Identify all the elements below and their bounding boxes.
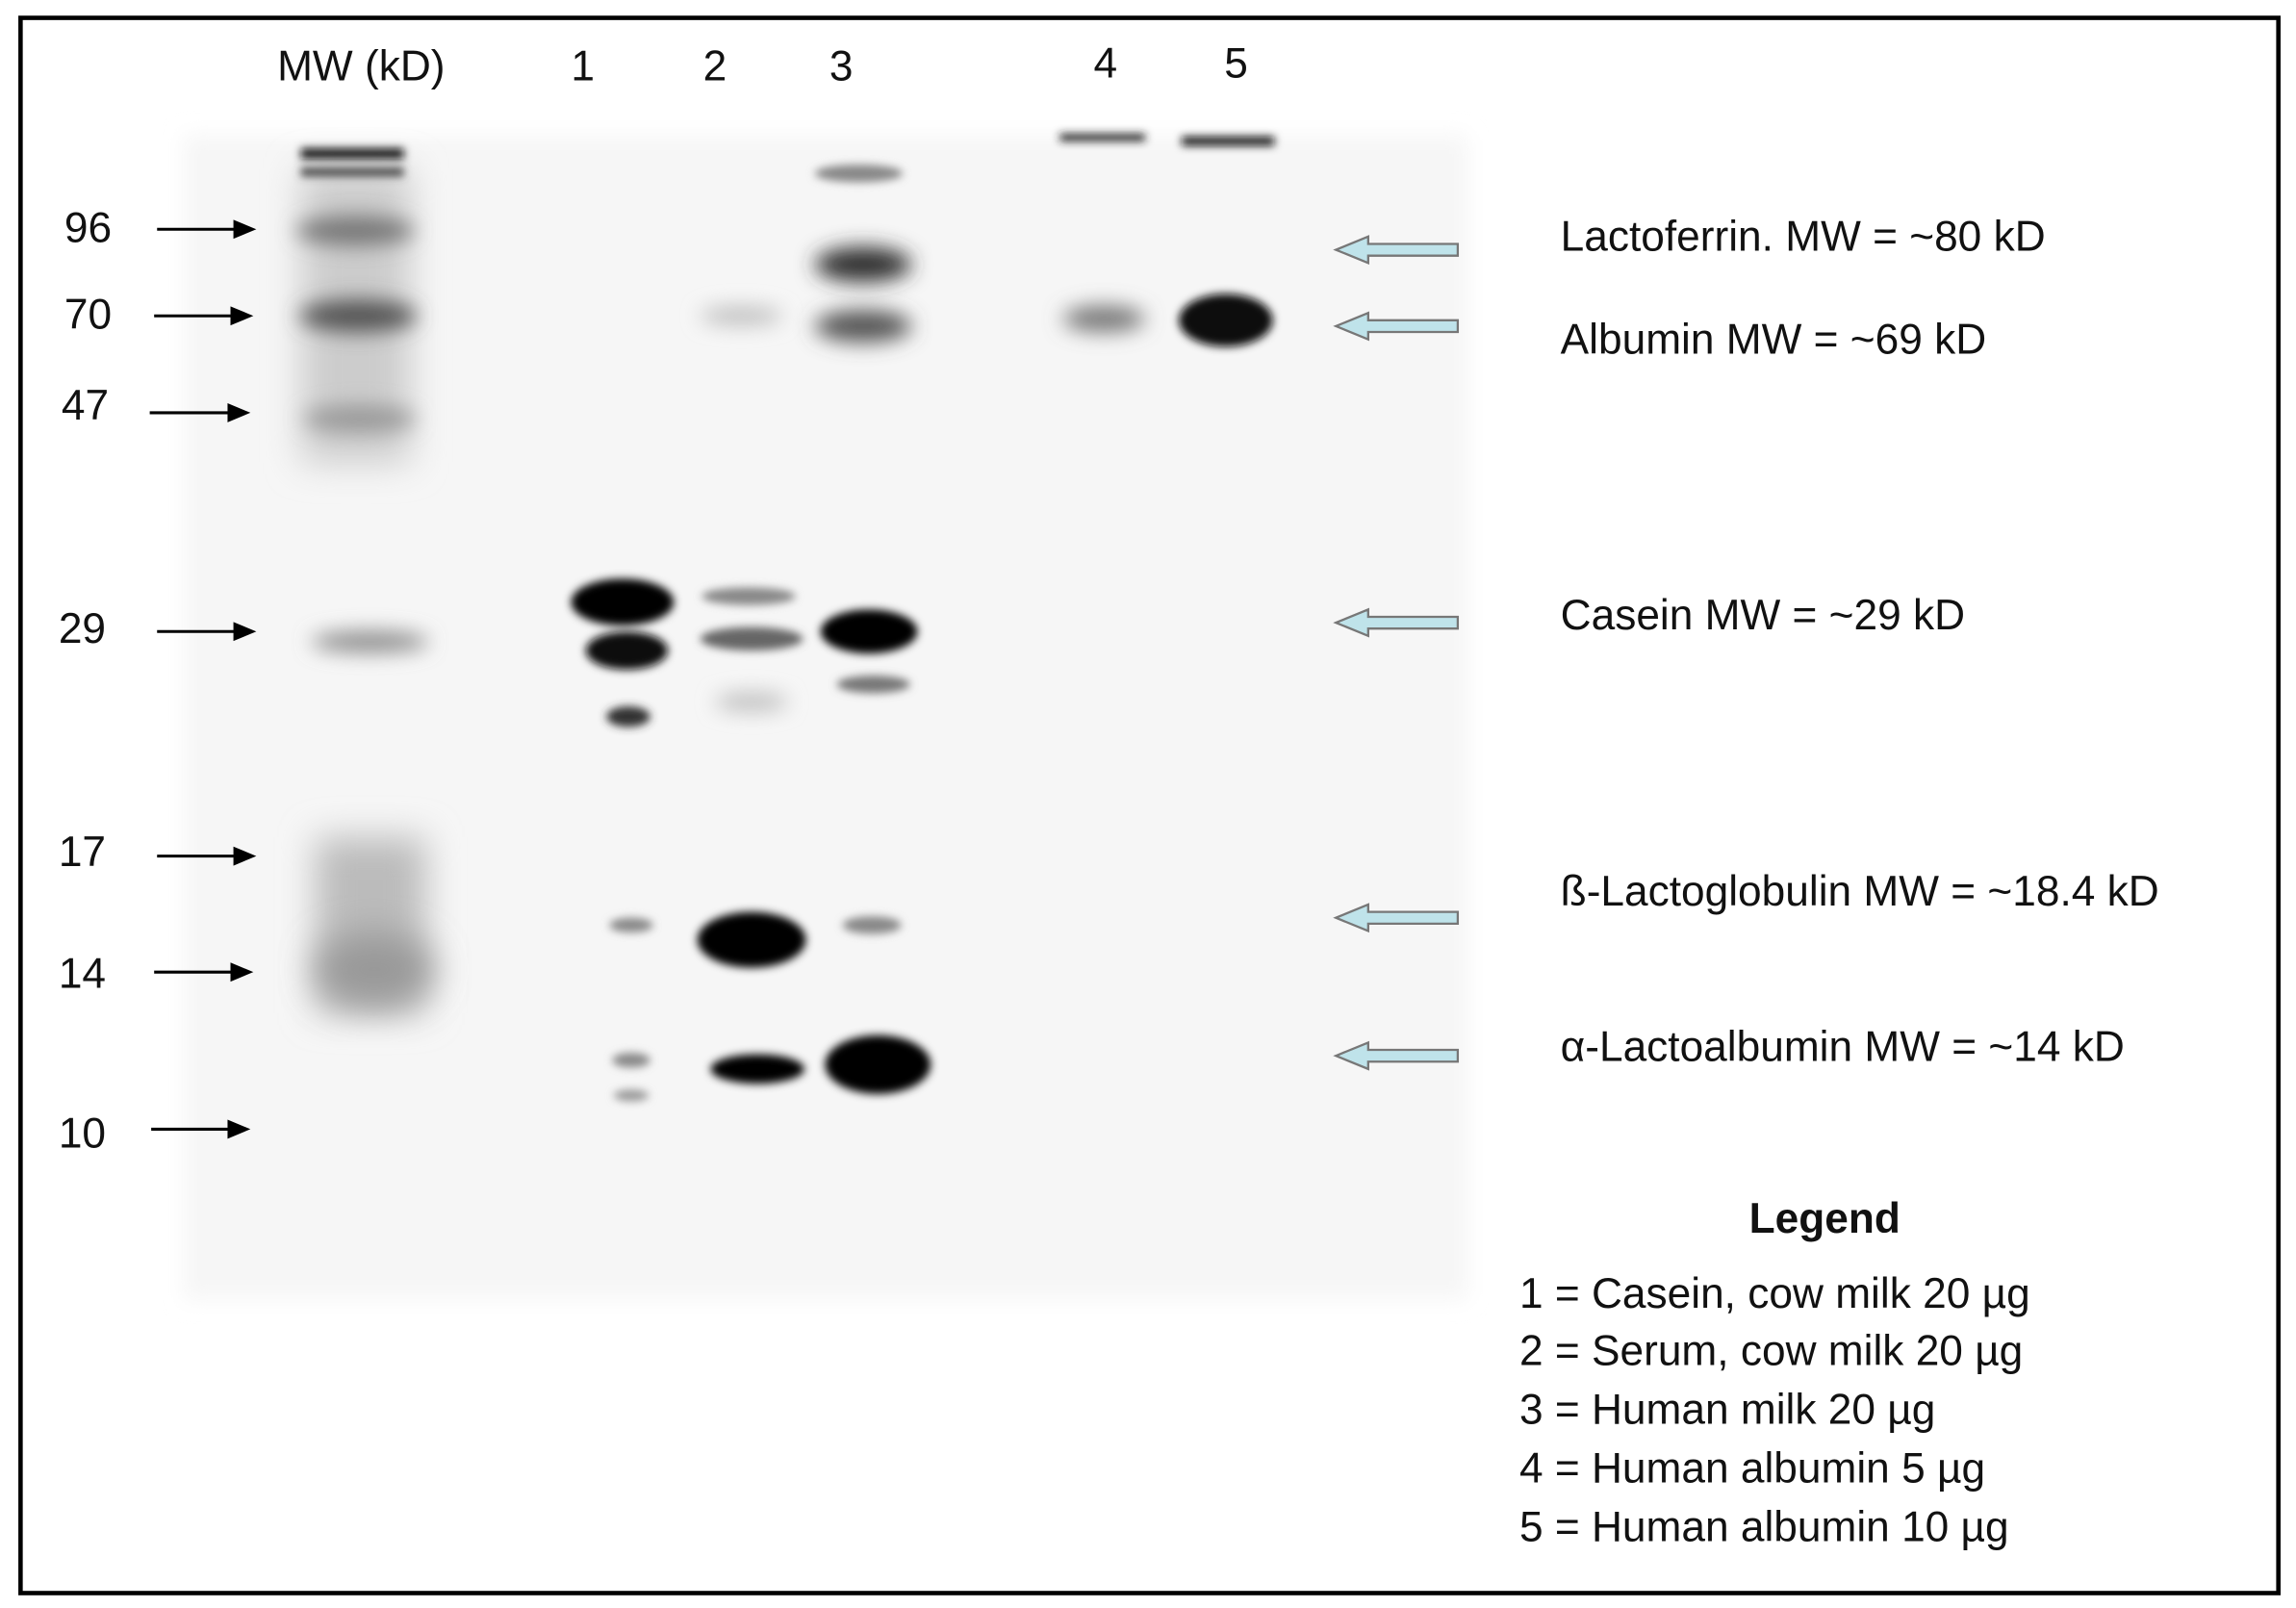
annotation: Albumin MW = ~69 kD [1561, 316, 1986, 363]
lane-label: 4 [1093, 40, 1117, 88]
legend-item: 3 = Human milk 20 µg [1519, 1387, 1935, 1434]
marker-label: 47 [62, 382, 109, 429]
legend-item: 2 = Serum, cow milk 20 µg [1519, 1328, 2023, 1375]
annotation: Lactoferrin. MW = ~80 kD [1561, 214, 2046, 261]
lane-label: 1 [571, 43, 595, 90]
blue-arrow [1333, 607, 1460, 638]
legend-item: 4 = Human albumin 5 µg [1519, 1445, 1985, 1493]
arrowhead [230, 306, 254, 326]
blue-arrow [1333, 311, 1460, 342]
legend-item: 5 = Human albumin 10 µg [1519, 1504, 2009, 1551]
marker-label: 29 [59, 605, 106, 652]
annotation-arrows [1333, 235, 1460, 1071]
marker-label: 17 [59, 829, 106, 876]
arrowhead [233, 846, 257, 866]
annotation: α-Lactoalbumin MW = ~14 kD [1561, 1024, 2125, 1071]
lane-label: 5 [1224, 40, 1248, 88]
mw-header: MW (kD) [277, 43, 445, 90]
marker-label: 70 [64, 291, 112, 338]
arrowhead [230, 962, 254, 983]
arrowhead [233, 219, 257, 240]
lane-label: 3 [829, 43, 854, 90]
arrowhead [227, 403, 251, 422]
marker-label: 14 [59, 950, 106, 997]
lane-label: 2 [703, 43, 727, 90]
blue-arrow [1333, 903, 1460, 933]
gel [183, 134, 1468, 1300]
arrowhead [233, 622, 257, 642]
marker-label: 10 [59, 1110, 106, 1158]
marker-label: 96 [64, 204, 112, 251]
legend-title: Legend [1749, 1195, 1901, 1242]
legend-item: 1 = Casein, cow milk 20 µg [1519, 1270, 2030, 1317]
annotation: ß-Lactoglobulin MW = ~18.4 kD [1561, 868, 2159, 915]
annotation: Casein MW = ~29 kD [1561, 592, 1965, 639]
arrowhead [227, 1119, 251, 1139]
blue-arrow [1333, 1040, 1460, 1071]
blue-arrow [1333, 235, 1460, 266]
markers: 96 70 47 29 17 14 10 [59, 204, 257, 1158]
